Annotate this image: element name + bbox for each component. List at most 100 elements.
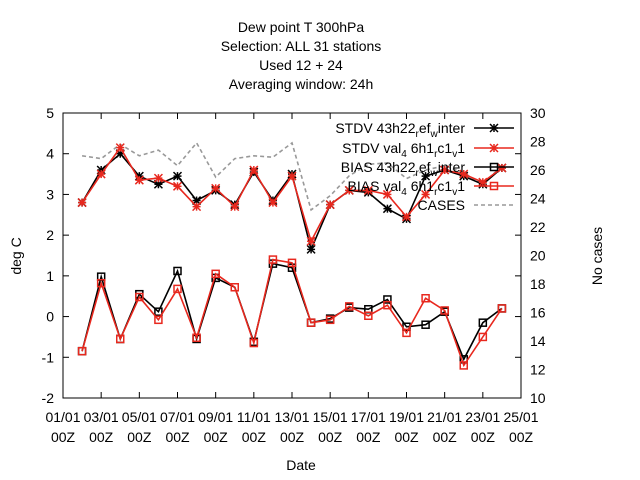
y-axis-label: deg C: [8, 237, 24, 274]
data-point: [287, 258, 297, 268]
chart-title: Dew point T 300hPa Selection: ALL 31 stat…: [221, 19, 382, 92]
data-point: [325, 200, 335, 210]
data-point: [383, 300, 392, 310]
data-point: [459, 361, 468, 370]
x-tick-label-date: 25/01: [503, 409, 538, 425]
series-4: [81, 141, 503, 212]
y2-tick-label: 28: [530, 134, 546, 150]
series-group: [77, 141, 507, 370]
data-point: [115, 143, 125, 153]
y-tick-label: 5: [46, 105, 54, 121]
y2-tick-label: 26: [530, 162, 546, 178]
legend-marker: [489, 123, 499, 133]
title-line: Used 12 + 24: [259, 57, 343, 73]
data-point: [306, 236, 316, 246]
data-point: [478, 177, 488, 187]
y2-tick-label: 18: [530, 276, 546, 292]
data-point: [402, 328, 411, 338]
legend-label: CASES: [418, 197, 465, 213]
y-tick-label: 2: [46, 227, 54, 243]
data-point: [440, 306, 449, 315]
x-axis-label: Date: [286, 457, 316, 473]
x-tick-label-date: 03/01: [84, 409, 119, 425]
y2-axis-label: No cases: [589, 227, 605, 285]
x-tick-label-date: 09/01: [198, 409, 233, 425]
x-tick-label-time: 00Z: [51, 429, 76, 445]
data-point: [421, 189, 431, 199]
data-point: [268, 198, 278, 208]
data-point: [306, 318, 316, 327]
data-point: [421, 294, 430, 303]
legend-marker: [489, 143, 499, 153]
data-point: [134, 175, 144, 185]
data-point: [172, 181, 183, 191]
x-tick-label-date: 01/01: [45, 409, 80, 425]
data-point: [96, 169, 106, 179]
data-point: [497, 163, 507, 173]
x-tick-label-time: 00Z: [204, 429, 229, 445]
y-tick-label: 1: [46, 268, 54, 284]
series-line: [81, 141, 503, 212]
series-line: [81, 262, 503, 362]
x-tick-label-time: 00Z: [433, 429, 458, 445]
x-tick-label-time: 00Z: [165, 429, 190, 445]
x-tick-label-time: 00Z: [280, 429, 305, 445]
x-tick-label-time: 00Z: [471, 429, 496, 445]
data-point: [497, 304, 507, 313]
x-tick-label-date: 19/01: [389, 409, 424, 425]
x-tick-label-time: 00Z: [318, 429, 343, 445]
x-tick-label-time: 00Z: [394, 429, 419, 445]
data-point: [249, 165, 259, 175]
data-point: [401, 212, 412, 222]
data-point: [440, 165, 450, 175]
y-axis: -2 -1 0 1 2 3 4 5: [42, 105, 521, 406]
legend-label: BIAS 43h22refwinter: [341, 159, 466, 179]
data-point: [421, 320, 430, 329]
x-tick-label-date: 05/01: [122, 409, 157, 425]
data-point: [382, 204, 392, 214]
data-point: [135, 292, 144, 302]
y2-tick-label: 24: [530, 191, 546, 207]
x-tick-label-date: 17/01: [351, 409, 386, 425]
data-point: [363, 185, 373, 195]
y-tick-label: 0: [46, 309, 54, 325]
data-point: [344, 185, 354, 195]
data-point: [268, 255, 278, 264]
x-tick-label-date: 21/01: [427, 409, 462, 425]
legend-label: BIAS val4 6h1rc1v1: [348, 178, 466, 198]
data-point: [421, 171, 431, 181]
y-tick-label: -1: [42, 349, 55, 365]
data-point: [364, 311, 373, 321]
y2-tick-label: 10: [530, 390, 546, 406]
x-tick-label-date: 13/01: [274, 409, 309, 425]
data-point: [211, 269, 220, 279]
x-axis: 01/01 00Z 03/01 00Z 05/01 00Z 07/01 00Z 09/01 00Z…: [45, 113, 539, 445]
x-tick-label-date: 23/01: [465, 409, 500, 425]
x-tick-label-time: 00Z: [242, 429, 267, 445]
series-3: [77, 255, 507, 370]
data-point: [77, 198, 87, 208]
data-point: [211, 183, 221, 193]
x-tick-label-time: 00Z: [356, 429, 381, 445]
y2-tick-label: 16: [530, 305, 546, 321]
data-point: [154, 315, 163, 325]
y-tick-label: 3: [46, 186, 54, 202]
data-point: [173, 266, 182, 276]
data-point: [116, 334, 125, 344]
y2-axis: 10 12 14 16 18 20 22 24 26 28 30: [530, 105, 546, 406]
data-point: [96, 278, 106, 288]
x-tick-label-time: 00Z: [127, 429, 152, 445]
data-point: [153, 173, 163, 183]
x-tick-label-date: 11/01: [237, 409, 271, 425]
series-1: [77, 143, 507, 246]
data-point: [230, 283, 239, 292]
data-point: [325, 315, 335, 325]
data-point: [459, 169, 469, 179]
x-tick-label-date: 15/01: [313, 409, 348, 425]
x-tick-label-date: 07/01: [160, 409, 195, 425]
y2-tick-label: 30: [530, 105, 546, 121]
legend-label: STDV val4 6h1rc1v1: [342, 140, 465, 160]
series-line: [81, 258, 503, 368]
